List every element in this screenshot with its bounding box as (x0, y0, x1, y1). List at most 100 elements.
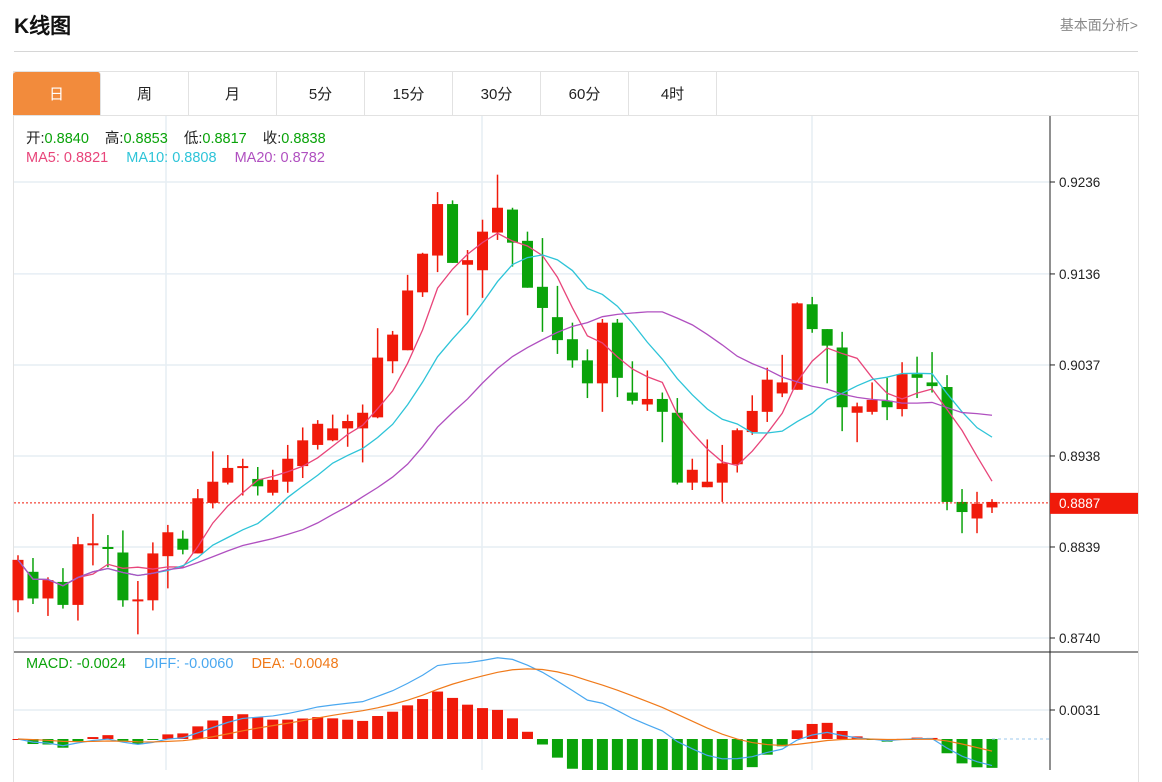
tab-month[interactable]: 月 (189, 72, 277, 115)
candle-up (477, 231, 489, 271)
high-value: 0.8853 (123, 131, 168, 147)
macd-bar (327, 718, 339, 739)
candle-up (207, 481, 219, 503)
macd-bar (312, 717, 324, 739)
ma10-line (17, 254, 993, 587)
candle-down (117, 552, 129, 601)
candle-up (417, 253, 429, 293)
candle-down (102, 546, 114, 549)
tab-4hour[interactable]: 4时 (629, 72, 717, 115)
high-label: 高: (104, 131, 124, 147)
tab-15min[interactable]: 15分 (365, 72, 453, 115)
tab-5min[interactable]: 5分 (277, 72, 365, 115)
tab-day[interactable]: 日 (13, 72, 101, 115)
diff-line (17, 657, 993, 767)
low-value: 0.8817 (202, 131, 247, 147)
candle-up (237, 466, 249, 469)
macd-bar (342, 719, 354, 739)
macd-bar (42, 739, 54, 745)
macd-bar (387, 711, 399, 739)
macd-bar (986, 739, 998, 768)
ma5-legend: MA5: 0.8821 (26, 150, 109, 166)
macd-bar (641, 739, 653, 770)
candle-up (896, 374, 908, 410)
candle-down (881, 400, 893, 408)
macd-bar (402, 705, 414, 739)
candle-up (12, 559, 24, 601)
candle-down (611, 322, 623, 378)
macd-bar (746, 739, 758, 768)
candle-up (312, 423, 324, 445)
ohlc-legend: 开:0.8840 高:0.8853 低:0.8817 收:0.8838 (26, 127, 330, 148)
macd-bar (477, 708, 489, 739)
macd-bar (432, 691, 444, 739)
macd-bar (626, 739, 638, 770)
candle-up (432, 204, 444, 256)
price-tick-label: 0.8740 (1059, 631, 1100, 646)
macd-bar (551, 739, 563, 758)
candle-up (147, 553, 159, 601)
macd-bar (731, 739, 743, 770)
macd-bar (791, 730, 803, 739)
period-tabs: 日 周 月 5分 15分 30分 60分 4时 (13, 72, 1138, 116)
candle-up (342, 421, 354, 429)
candle-down (506, 209, 518, 243)
candle-up (87, 543, 99, 546)
macd-bar (492, 709, 504, 739)
candle-up (716, 463, 728, 483)
macd-bar (566, 739, 578, 769)
candle-down (821, 329, 833, 346)
candle-up (701, 481, 713, 488)
candle-down (581, 360, 593, 384)
candle-up (492, 207, 504, 233)
open-value: 0.8840 (44, 131, 89, 147)
macd-bar (117, 739, 129, 741)
macd-bar (761, 739, 773, 755)
candle-up (462, 260, 474, 265)
macd-bar (72, 739, 84, 742)
macd-bar (536, 739, 548, 745)
ma20-line (17, 311, 993, 587)
candle-up (971, 503, 983, 519)
candle-down (566, 339, 578, 361)
macd-bar (237, 714, 249, 739)
macd-bar (462, 704, 474, 739)
current-price-badge (1050, 492, 1138, 514)
chart-panel (13, 71, 1139, 782)
macd-bar (701, 739, 713, 770)
candle-up (746, 410, 758, 433)
macd-bar (282, 719, 294, 739)
candle-down (447, 204, 459, 263)
ma-legend: MA5: 0.8821 MA10: 0.8808 MA20: 0.8782 (26, 150, 329, 166)
candle-down (252, 478, 264, 487)
tab-30min[interactable]: 30分 (453, 72, 541, 115)
candle-up (222, 467, 234, 483)
macd-bar (596, 739, 608, 770)
macd-bar (267, 719, 279, 739)
candle-down (57, 581, 69, 605)
macd-value: MACD: -0.0024 (26, 656, 126, 672)
macd-tick-label: 0.0031 (1059, 703, 1100, 718)
candle-up (731, 430, 743, 465)
tab-week[interactable]: 周 (101, 72, 189, 115)
macd-bar (716, 739, 728, 770)
open-label: 开: (26, 131, 45, 147)
candle-up (72, 544, 84, 605)
price-tick-label: 0.8938 (1059, 449, 1100, 464)
macd-bar (971, 739, 983, 768)
macd-legend: MACD: -0.0024 DIFF: -0.0060 DEA: -0.0048 (26, 656, 343, 672)
candle-up (986, 501, 998, 508)
fundamental-analysis-link[interactable]: 基本面分析> (1059, 17, 1138, 33)
candle-up (596, 322, 608, 384)
candle-down (536, 286, 548, 308)
candle-up (357, 412, 369, 429)
tab-60min[interactable]: 60分 (541, 72, 629, 115)
close-label: 收: (262, 131, 282, 147)
macd-bar (521, 731, 533, 739)
macd-bar (177, 733, 189, 739)
candle-up (282, 458, 294, 482)
candle-up (42, 580, 54, 599)
macd-bar (686, 739, 698, 770)
macd-bar (417, 699, 429, 739)
